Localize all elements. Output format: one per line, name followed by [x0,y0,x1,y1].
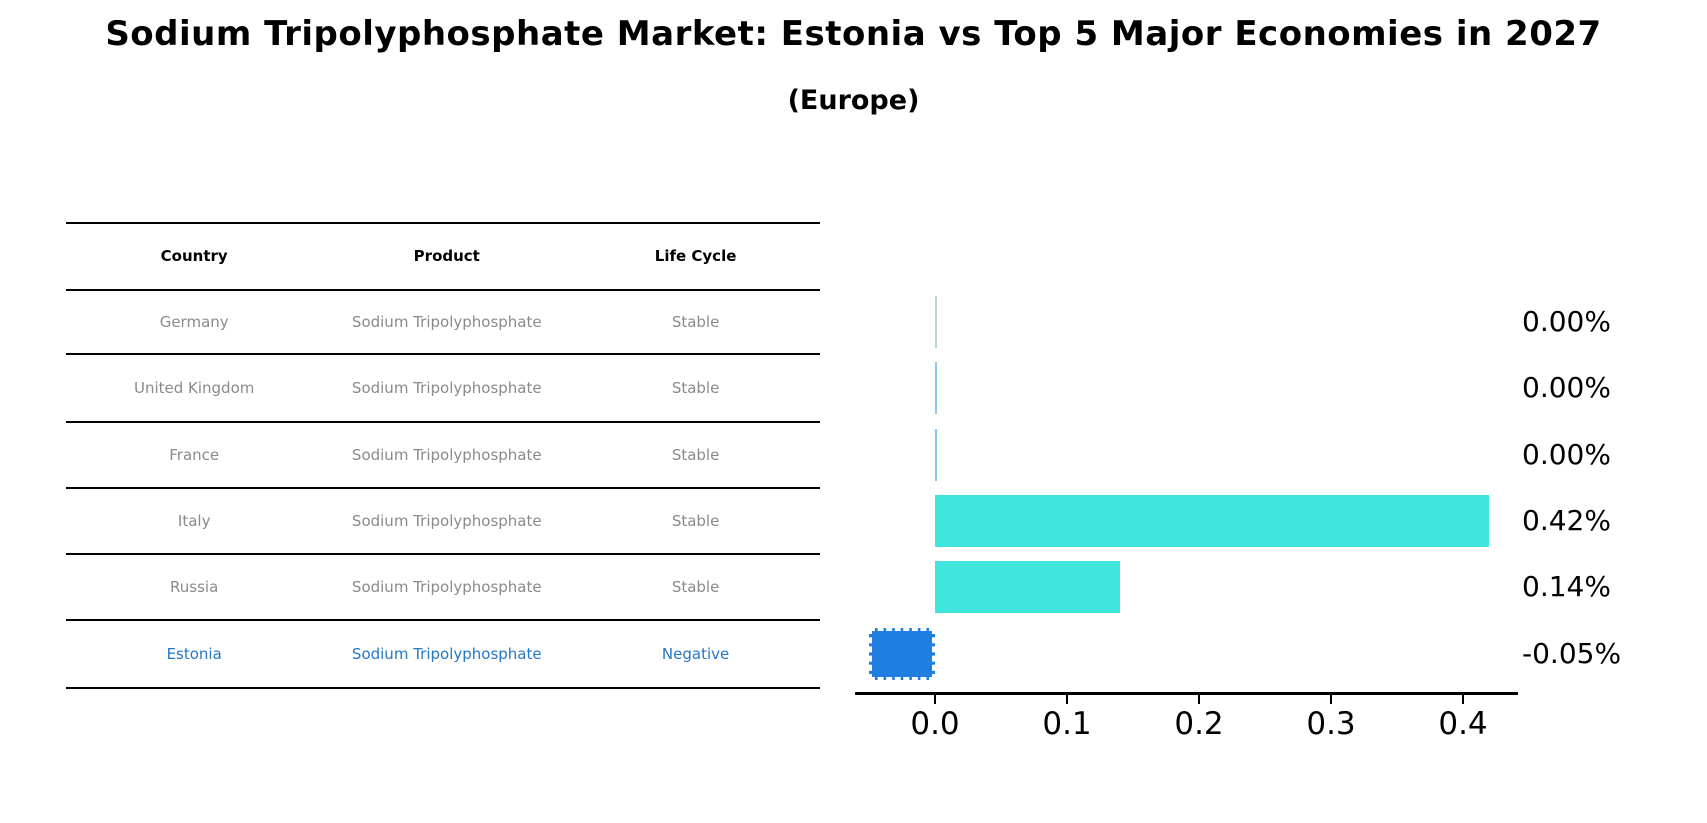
chart-bar-estonia [869,628,935,680]
column-header-life-cycle: Life Cycle [654,247,737,265]
x-tick-label: 0.0 [910,706,960,742]
x-axis-tick [1330,695,1332,704]
cell-product: Sodium Tripolyphosphate [351,578,542,596]
column-header-country: Country [160,247,228,265]
chart-bar-russia [935,561,1120,613]
cell-life-cycle: Stable [671,512,720,530]
cell-product: Sodium Tripolyphosphate [351,645,542,663]
cell-life-cycle: Negative [661,645,730,663]
table-rule [66,553,820,555]
x-axis-tick [1066,695,1068,704]
cell-product: Sodium Tripolyphosphate [351,446,542,464]
table-row-russia: Russia Sodium Tripolyphosphate Stable [66,575,820,599]
chart-bar-united-kingdom [935,362,937,414]
cell-product: Sodium Tripolyphosphate [351,313,542,331]
table-row-estonia: Estonia Sodium Tripolyphosphate Negative [66,642,820,666]
cell-country: Germany [159,313,229,331]
table-header-row: Country Product Life Cycle [66,244,820,268]
table-row-germany: Germany Sodium Tripolyphosphate Stable [66,310,820,334]
page-subtitle: (Europe) [787,85,920,116]
bar-value-label: 0.00% [1522,371,1611,404]
chart-bar-italy [935,495,1490,547]
cell-life-cycle: Stable [671,379,720,397]
cell-life-cycle: Stable [671,313,720,331]
x-axis-tick [1198,695,1200,704]
table-rule [66,421,820,423]
chart-bar-france [935,429,937,481]
bar-value-label: 0.00% [1522,305,1611,338]
x-tick-label: 0.1 [1042,706,1092,742]
table-rule [66,487,820,489]
country-table: Country Product Life Cycle Germany Sodiu… [66,222,820,690]
table-rule [66,222,820,224]
cell-country: Russia [170,578,219,596]
page-title: Sodium Tripolyphosphate Market: Estonia … [105,14,1602,54]
cell-country: Estonia [166,645,222,663]
table-rule [66,687,820,689]
chart-bar-germany [935,296,937,348]
column-header-product: Product [413,247,480,265]
bar-value-label: 0.42% [1522,504,1611,537]
x-tick-label: 0.4 [1438,706,1488,742]
table-row-france: France Sodium Tripolyphosphate Stable [66,443,820,467]
x-axis-line [855,692,1518,695]
table-row-united-kingdom: United Kingdom Sodium Tripolyphosphate S… [66,376,820,400]
x-tick-label: 0.3 [1306,706,1356,742]
cell-life-cycle: Stable [671,446,720,464]
bar-value-label: -0.05% [1522,637,1622,670]
cell-country: France [169,446,220,464]
cell-product: Sodium Tripolyphosphate [351,512,542,530]
table-rule [66,619,820,621]
x-axis-tick [1462,695,1464,704]
cell-product: Sodium Tripolyphosphate [351,379,542,397]
x-axis-tick [934,695,936,704]
table-rule [66,289,820,291]
cell-life-cycle: Stable [671,578,720,596]
cell-country: United Kingdom [133,379,255,397]
table-rule [66,353,820,355]
bar-value-label: 0.14% [1522,570,1611,603]
bar-value-label: 0.00% [1522,438,1611,471]
x-tick-label: 0.2 [1174,706,1224,742]
cell-country: Italy [177,512,211,530]
table-row-italy: Italy Sodium Tripolyphosphate Stable [66,509,820,533]
